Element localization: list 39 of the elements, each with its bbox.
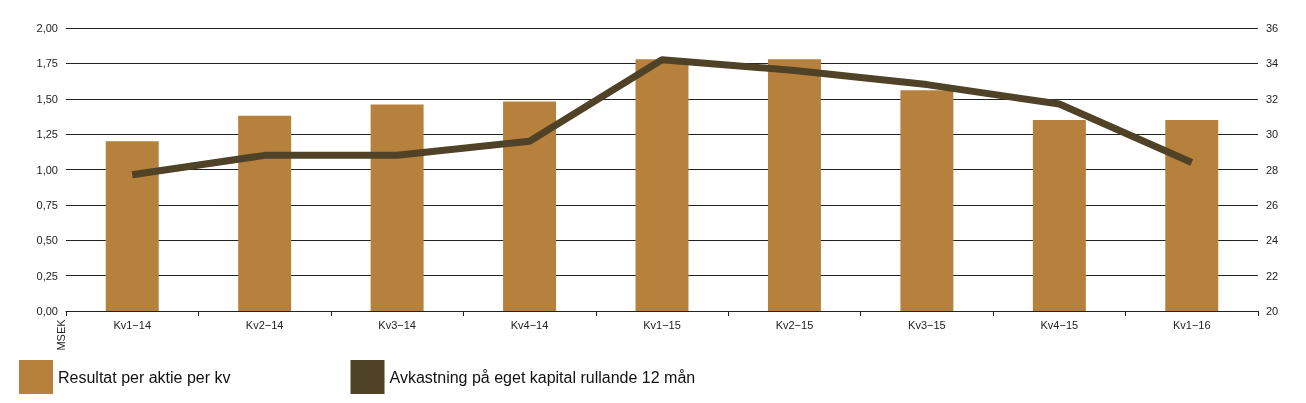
y-tick-label: 2,00 — [36, 22, 58, 34]
y2-tick-label: 26 — [1266, 198, 1279, 211]
y-tick-label: 0,75 — [36, 198, 58, 211]
x-tick-label: Kv1−14 — [113, 318, 152, 331]
y2-tick-label: 30 — [1266, 128, 1279, 141]
y2-tick-label: 28 — [1266, 163, 1279, 176]
y2-tick-label: 22 — [1266, 269, 1279, 282]
bar — [767, 59, 821, 311]
y-axis-title: MSEK — [54, 318, 67, 351]
bar — [900, 90, 954, 311]
y-tick-label: 0,00 — [36, 305, 58, 317]
bar — [1165, 119, 1219, 311]
y2-tick-label: 32 — [1266, 92, 1279, 105]
y-tick-label: 1,00 — [36, 163, 58, 176]
bar — [635, 59, 689, 311]
y-tick-label: 0,25 — [36, 269, 58, 282]
bar — [1032, 119, 1086, 311]
y2-tick-label: 20 — [1266, 305, 1279, 317]
bar — [238, 115, 292, 311]
x-tick-label: Kv3−14 — [378, 318, 416, 331]
y-tick-label: 1,25 — [36, 128, 58, 141]
y-tick-label: 1,50 — [36, 92, 58, 105]
y2-tick-label: 34 — [1266, 57, 1279, 70]
x-tick-label: Kv4−15 — [1040, 318, 1079, 331]
x-tick-label: Kv2−15 — [775, 318, 814, 331]
legend-label: Avkastning på eget kapital rullande 12 mån — [389, 368, 696, 386]
y-tick-label: 0,50 — [36, 234, 58, 247]
bar — [503, 101, 557, 311]
bar — [370, 104, 424, 311]
y2-tick-label: 24 — [1266, 234, 1279, 247]
x-tick-label: Kv1−16 — [1172, 318, 1211, 331]
bar — [105, 141, 159, 311]
legend-label: Resultat per aktie per kv — [58, 368, 231, 386]
x-tick-label: Kv2−14 — [245, 318, 284, 331]
y2-tick-label: 36 — [1266, 22, 1279, 34]
x-tick-label: Kv4−14 — [510, 318, 549, 331]
x-tick-label: Kv1−15 — [643, 318, 681, 331]
y-tick-label: 1,75 — [36, 57, 58, 70]
x-tick-label: Kv3−15 — [908, 318, 946, 331]
